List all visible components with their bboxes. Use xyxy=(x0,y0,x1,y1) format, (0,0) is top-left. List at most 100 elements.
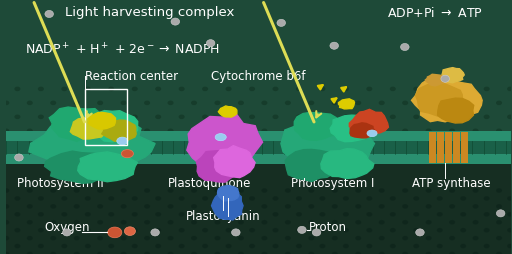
Ellipse shape xyxy=(413,212,419,217)
Ellipse shape xyxy=(74,188,80,193)
Ellipse shape xyxy=(343,196,349,201)
Ellipse shape xyxy=(85,87,91,91)
Ellipse shape xyxy=(206,40,215,47)
Ellipse shape xyxy=(27,252,33,254)
Ellipse shape xyxy=(27,188,33,193)
Ellipse shape xyxy=(473,204,479,209)
Ellipse shape xyxy=(449,101,455,105)
Polygon shape xyxy=(88,112,116,129)
Polygon shape xyxy=(218,106,237,117)
Ellipse shape xyxy=(413,115,419,119)
Ellipse shape xyxy=(155,244,161,248)
Ellipse shape xyxy=(215,188,221,193)
Ellipse shape xyxy=(202,212,208,217)
Ellipse shape xyxy=(85,244,91,248)
Ellipse shape xyxy=(238,252,244,254)
Bar xyxy=(445,132,452,163)
Ellipse shape xyxy=(402,236,408,240)
Ellipse shape xyxy=(45,10,53,18)
Ellipse shape xyxy=(144,252,150,254)
Ellipse shape xyxy=(402,101,408,105)
Ellipse shape xyxy=(261,101,267,105)
Ellipse shape xyxy=(285,236,291,240)
Ellipse shape xyxy=(308,252,314,254)
Ellipse shape xyxy=(108,115,114,119)
Ellipse shape xyxy=(191,220,197,225)
Ellipse shape xyxy=(308,220,314,225)
Ellipse shape xyxy=(332,188,338,193)
Ellipse shape xyxy=(507,244,512,248)
Ellipse shape xyxy=(366,87,372,91)
Ellipse shape xyxy=(425,236,432,240)
Ellipse shape xyxy=(272,212,279,217)
Ellipse shape xyxy=(437,196,443,201)
Ellipse shape xyxy=(496,188,502,193)
Ellipse shape xyxy=(473,129,479,133)
Ellipse shape xyxy=(238,204,244,209)
Ellipse shape xyxy=(215,204,221,209)
Ellipse shape xyxy=(332,220,338,225)
Ellipse shape xyxy=(402,188,408,193)
Ellipse shape xyxy=(449,236,455,240)
Ellipse shape xyxy=(460,87,466,91)
Ellipse shape xyxy=(297,226,306,233)
Ellipse shape xyxy=(308,204,314,209)
Ellipse shape xyxy=(215,101,221,105)
Ellipse shape xyxy=(296,87,302,91)
Ellipse shape xyxy=(132,115,138,119)
Polygon shape xyxy=(350,123,375,138)
Polygon shape xyxy=(70,117,110,139)
Ellipse shape xyxy=(202,228,208,232)
Ellipse shape xyxy=(27,204,33,209)
Ellipse shape xyxy=(85,115,91,119)
Ellipse shape xyxy=(249,87,255,91)
Polygon shape xyxy=(86,110,138,142)
Ellipse shape xyxy=(14,212,20,217)
Ellipse shape xyxy=(460,212,466,217)
Ellipse shape xyxy=(226,212,231,217)
Ellipse shape xyxy=(496,129,502,133)
Ellipse shape xyxy=(355,252,361,254)
Ellipse shape xyxy=(413,244,419,248)
Ellipse shape xyxy=(402,129,408,133)
Bar xyxy=(6,141,511,154)
Ellipse shape xyxy=(308,188,314,193)
Ellipse shape xyxy=(379,236,385,240)
Ellipse shape xyxy=(50,204,56,209)
Ellipse shape xyxy=(343,212,349,217)
Ellipse shape xyxy=(319,87,326,91)
Ellipse shape xyxy=(460,196,466,201)
Polygon shape xyxy=(197,151,242,182)
Ellipse shape xyxy=(272,115,279,119)
Polygon shape xyxy=(211,191,243,220)
Ellipse shape xyxy=(121,101,126,105)
Ellipse shape xyxy=(437,212,443,217)
Ellipse shape xyxy=(215,220,221,225)
Ellipse shape xyxy=(167,236,174,240)
Ellipse shape xyxy=(215,236,221,240)
Polygon shape xyxy=(78,152,138,182)
Ellipse shape xyxy=(121,188,126,193)
Ellipse shape xyxy=(215,134,226,141)
Ellipse shape xyxy=(437,228,443,232)
Ellipse shape xyxy=(3,129,9,133)
Ellipse shape xyxy=(296,228,302,232)
Ellipse shape xyxy=(238,220,244,225)
Ellipse shape xyxy=(261,129,267,133)
Ellipse shape xyxy=(121,129,126,133)
Ellipse shape xyxy=(108,228,114,232)
Ellipse shape xyxy=(61,228,68,232)
Polygon shape xyxy=(281,118,374,171)
Ellipse shape xyxy=(332,129,338,133)
Ellipse shape xyxy=(261,188,267,193)
Ellipse shape xyxy=(38,196,44,201)
Ellipse shape xyxy=(226,115,231,119)
Ellipse shape xyxy=(144,220,150,225)
Ellipse shape xyxy=(296,244,302,248)
Ellipse shape xyxy=(261,204,267,209)
Ellipse shape xyxy=(312,229,321,236)
Ellipse shape xyxy=(308,129,314,133)
Ellipse shape xyxy=(249,228,255,232)
Bar xyxy=(84,89,127,145)
Text: Photosystem II: Photosystem II xyxy=(17,177,104,189)
